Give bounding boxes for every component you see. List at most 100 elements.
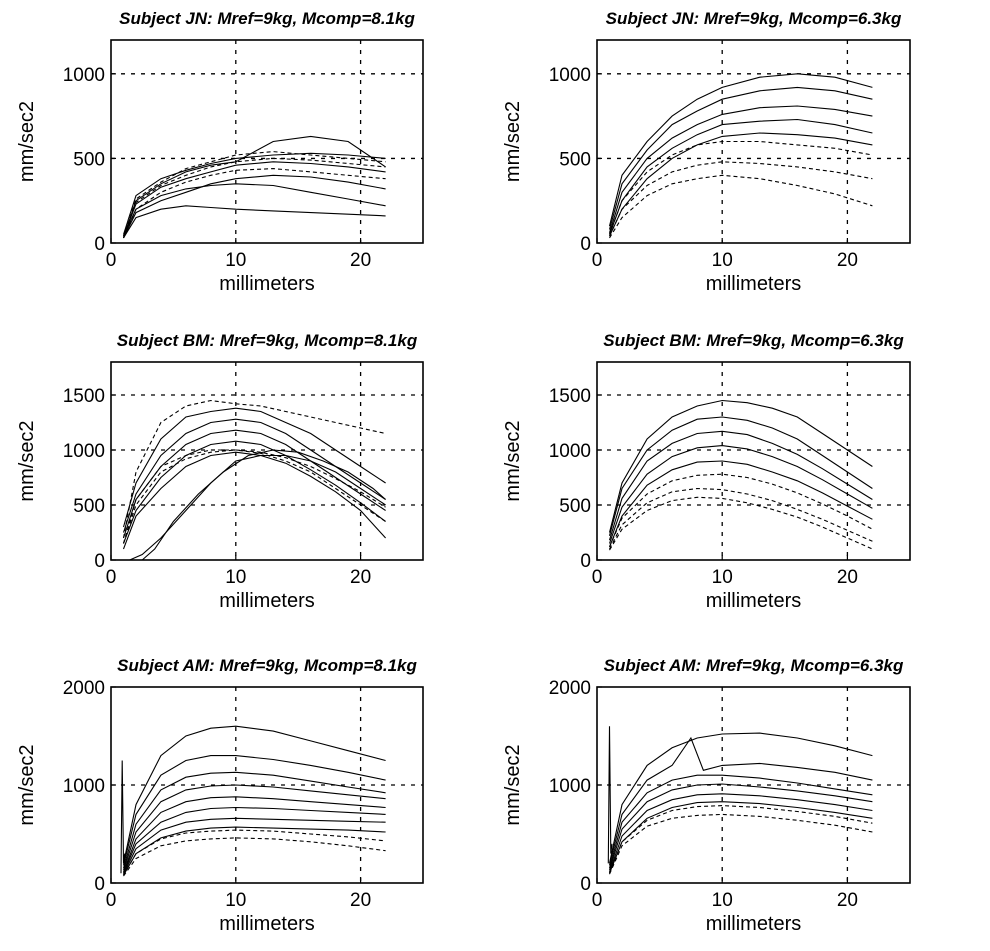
series-line-2 bbox=[122, 135, 386, 239]
y-axis-label: mm/sec2 bbox=[16, 744, 38, 825]
x-tick-label: 0 bbox=[106, 567, 117, 588]
y-axis-label: mm/sec2 bbox=[502, 101, 524, 182]
y-tick-label: 1000 bbox=[549, 441, 591, 462]
series-line-6 bbox=[122, 806, 386, 874]
panel-5: 0 10 20 0 1000 2000 Subject AM: Mref=9kg, Mcom… bbox=[16, 656, 424, 935]
y-axis-label: mm/sec2 bbox=[502, 744, 524, 825]
x-axis-label: millimeters bbox=[706, 590, 802, 612]
series-line-9 bbox=[122, 168, 386, 239]
series-line-3 bbox=[608, 105, 873, 233]
x-axis-label: millimeters bbox=[706, 273, 802, 295]
series-line-6 bbox=[609, 161, 873, 237]
x-tick-label: 20 bbox=[837, 567, 858, 588]
panel-6: 0 10 20 0 1000 2000 Subject AM: Mref=9kg, Mcom… bbox=[502, 656, 911, 935]
series-line-8 bbox=[122, 151, 386, 239]
series-line-4 bbox=[608, 118, 873, 235]
panel-2: 0 10 20 0 500 1000 Subject JN: Mref=9kg, Mcomp… bbox=[502, 9, 911, 295]
x-tick-label: 10 bbox=[225, 250, 246, 271]
y-tick-label: 500 bbox=[559, 496, 591, 517]
x-axis-label: millimeters bbox=[219, 273, 315, 295]
y-tick-label: 1500 bbox=[549, 386, 591, 407]
series-line-5 bbox=[122, 451, 387, 550]
y-tick-label: 0 bbox=[580, 551, 591, 572]
plot-frame bbox=[110, 686, 424, 884]
panel-title: Subject JN: Mref=9kg, Mcomp=6.3kg bbox=[606, 9, 902, 28]
y-tick-label: 1000 bbox=[63, 441, 105, 462]
x-tick-label: 20 bbox=[350, 250, 371, 271]
series-line-5 bbox=[608, 460, 873, 548]
x-tick-label: 0 bbox=[592, 250, 603, 271]
y-tick-label: 0 bbox=[580, 234, 591, 255]
series-line-2 bbox=[122, 418, 386, 533]
series-line-3 bbox=[122, 161, 386, 237]
x-tick-label: 10 bbox=[712, 567, 733, 588]
series-line-5 bbox=[608, 793, 873, 873]
x-tick-label: 0 bbox=[592, 890, 603, 911]
x-tick-label: 0 bbox=[106, 890, 117, 911]
series-line-1 bbox=[608, 73, 873, 227]
panel-title: Subject JN: Mref=9kg, Mcomp=8.1kg bbox=[119, 9, 415, 28]
y-tick-label: 2000 bbox=[549, 678, 591, 699]
x-tick-label: 10 bbox=[225, 890, 246, 911]
series-line-1 bbox=[608, 399, 873, 533]
x-tick-label: 20 bbox=[837, 890, 858, 911]
series-line-4 bbox=[608, 445, 873, 544]
y-tick-label: 0 bbox=[94, 874, 105, 895]
y-axis-label: mm/sec2 bbox=[16, 101, 38, 182]
series-line-8 bbox=[609, 496, 873, 551]
plot-frame bbox=[110, 361, 424, 561]
y-axis-label: mm/sec2 bbox=[16, 420, 38, 501]
y-tick-label: 500 bbox=[73, 496, 105, 517]
series-line-1 bbox=[122, 407, 386, 528]
series-line-4 bbox=[608, 783, 873, 871]
series-line-2 bbox=[122, 755, 386, 866]
series-line-7 bbox=[122, 157, 386, 237]
x-tick-label: 10 bbox=[225, 567, 246, 588]
series-line-7 bbox=[608, 813, 873, 875]
series-line-6 bbox=[129, 454, 386, 561]
panel-4: 0 10 20 0 500 1000 1500 Subject BM: Mref=9kg, M… bbox=[502, 331, 911, 612]
series-line-10 bbox=[122, 449, 386, 544]
y-axis-label: mm/sec2 bbox=[502, 420, 524, 501]
series-line-6 bbox=[123, 183, 386, 237]
panel-title: Subject AM: Mref=9kg, Mcomp=6.3kg bbox=[604, 656, 904, 675]
series-line-3 bbox=[608, 774, 873, 869]
series-line-4 bbox=[122, 440, 386, 544]
series-line-5 bbox=[123, 205, 386, 239]
series-line-8 bbox=[123, 826, 386, 876]
y-tick-label: 0 bbox=[94, 551, 105, 572]
series-line-3 bbox=[608, 430, 873, 541]
series-line-3 bbox=[122, 771, 386, 869]
series-line-2 bbox=[608, 736, 873, 866]
x-axis-label: millimeters bbox=[219, 590, 315, 612]
series-line-1 bbox=[122, 725, 386, 864]
series-line-3 bbox=[122, 429, 386, 539]
series-line-8 bbox=[608, 805, 873, 874]
series-line-8 bbox=[122, 399, 386, 539]
series-line-8 bbox=[608, 140, 873, 235]
y-tick-label: 1000 bbox=[549, 65, 591, 86]
series-line-5 bbox=[609, 132, 873, 237]
series-line-6 bbox=[609, 487, 873, 550]
plot-frame bbox=[596, 39, 911, 244]
plot-frame bbox=[110, 39, 424, 244]
x-tick-label: 20 bbox=[350, 890, 371, 911]
x-tick-label: 10 bbox=[712, 250, 733, 271]
panel-title: Subject BM: Mref=9kg, Mcomp=8.1kg bbox=[117, 331, 418, 350]
y-tick-label: 1000 bbox=[63, 65, 105, 86]
y-tick-label: 1500 bbox=[63, 386, 105, 407]
x-tick-label: 0 bbox=[106, 250, 117, 271]
panel-title: Subject BM: Mref=9kg, Mcomp=6.3kg bbox=[603, 331, 904, 350]
x-tick-label: 0 bbox=[592, 567, 603, 588]
series-line-1 bbox=[122, 152, 386, 235]
x-axis-label: millimeters bbox=[219, 913, 315, 935]
y-tick-label: 1000 bbox=[549, 776, 591, 797]
series-line-7 bbox=[608, 473, 873, 548]
panel-title: Subject AM: Mref=9kg, Mcomp=8.1kg bbox=[117, 656, 417, 675]
series-line-2 bbox=[608, 416, 873, 536]
y-tick-label: 0 bbox=[94, 234, 105, 255]
series-line-4 bbox=[122, 784, 386, 871]
x-axis-label: millimeters bbox=[706, 913, 802, 935]
